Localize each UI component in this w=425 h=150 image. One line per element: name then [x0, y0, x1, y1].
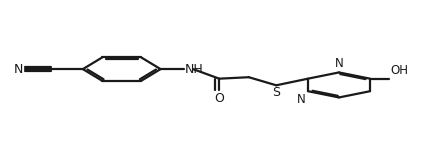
- Text: OH: OH: [390, 64, 408, 77]
- Text: O: O: [214, 92, 224, 105]
- Text: N: N: [14, 63, 23, 76]
- Text: N: N: [334, 57, 343, 70]
- Text: S: S: [272, 87, 280, 99]
- Text: NH: NH: [185, 63, 204, 76]
- Text: N: N: [297, 93, 306, 106]
